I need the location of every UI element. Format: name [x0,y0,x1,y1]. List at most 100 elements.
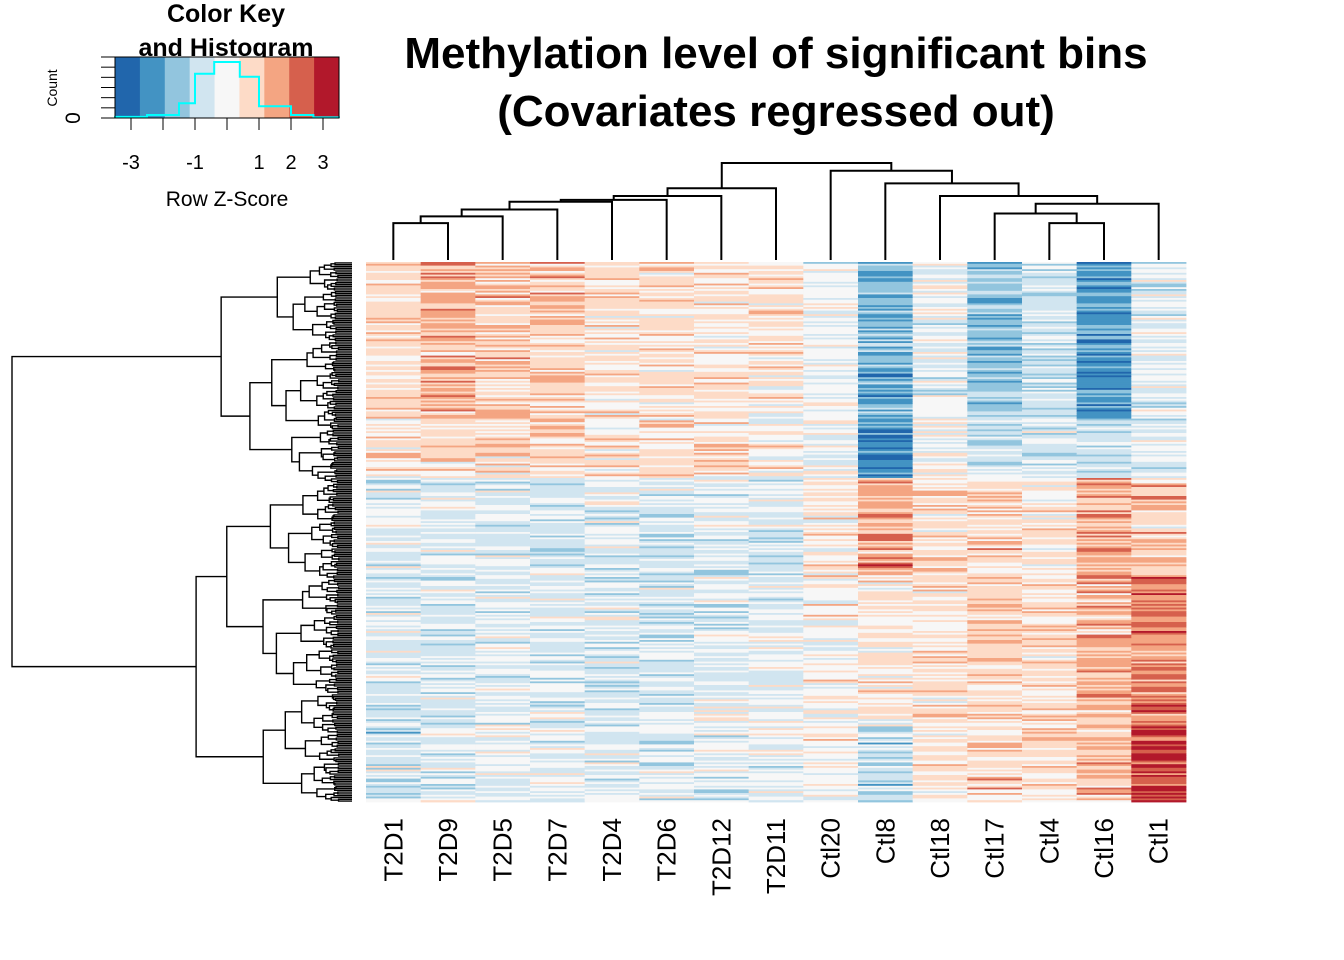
heatmap-cell [912,276,968,279]
heatmap-cell [584,274,640,277]
heatmap-cell [366,542,422,545]
heatmap-cell [584,375,640,378]
heatmap-cell [748,420,804,423]
heatmap-cell [967,695,1023,698]
heatmap-cell [803,316,859,319]
heatmap-cell [530,634,586,637]
heatmap-cell [366,379,422,382]
heatmap-cell [1131,485,1187,488]
heatmap-cell [967,334,1023,337]
heatmap-cell [530,269,586,272]
heatmap-cell [912,461,968,464]
heatmap-cell [803,366,859,369]
heatmap-cell [475,688,531,691]
heatmap-cell [475,285,531,288]
heatmap-cell [530,305,586,308]
heatmap-cell [584,607,640,610]
heatmap-cell [803,274,859,277]
heatmap-cell [912,420,968,423]
heatmap-cell [748,722,804,725]
heatmap-cell [912,298,968,301]
heatmap-cell [420,375,476,378]
heatmap-cell [420,438,476,441]
heatmap-cell [803,582,859,585]
heatmap-cell [694,467,750,470]
heatmap-cell [639,425,695,428]
heatmap-cell [1022,692,1078,695]
heatmap-cell [584,292,640,295]
heatmap-cell [803,704,859,707]
heatmap-cell [1131,373,1187,376]
heatmap-cell [366,800,422,803]
heatmap-cell [967,550,1023,553]
heatmap-cell [420,749,476,752]
heatmap-cell [912,355,968,358]
heatmap-cell [858,276,914,279]
heatmap-cell [1076,290,1132,293]
heatmap-cell [1131,506,1187,509]
heatmap-cell [694,357,750,360]
heatmap-cell [1022,722,1078,725]
heatmap-cell [1076,380,1132,383]
heatmap-cell [1076,685,1132,688]
heatmap-cell [748,485,804,488]
heatmap-cell [803,301,859,304]
heatmap-cell [639,535,695,538]
heatmap-cell [475,767,531,770]
heatmap-cell [694,344,750,347]
heatmap-cell [858,398,914,401]
heatmap-cell [366,645,422,648]
heatmap-cell [694,323,750,326]
heatmap-cell [366,337,422,340]
heatmap-cell [1076,460,1132,463]
heatmap-cell [1022,643,1078,646]
heatmap-cell [584,321,640,324]
heatmap-cell [1022,593,1078,596]
heatmap-cell [748,557,804,560]
heatmap-cell [366,562,422,565]
heatmap-cell [530,571,586,574]
heatmap-cell [694,587,750,590]
heatmap-cell [967,389,1023,392]
heatmap-cell [1131,578,1187,581]
heatmap-cell [366,470,422,473]
heatmap-cell [967,713,1023,716]
heatmap-cell [694,269,750,272]
heatmap-cell [584,359,640,362]
heatmap-cell [475,593,531,596]
heatmap-cell [1022,319,1078,322]
heatmap-cell [694,294,750,297]
heatmap-cell [858,490,914,493]
heatmap-cell [530,307,586,310]
heatmap-cell [1131,323,1187,326]
heatmap-cell [803,692,859,695]
heatmap-cell [420,328,476,331]
heatmap-cell [803,627,859,630]
heatmap-cell [858,357,914,360]
heatmap-cell [475,553,531,556]
heatmap-cell [366,382,422,385]
heatmap-cell [912,281,968,284]
heatmap-cell [912,269,968,272]
heatmap-cell [858,427,914,430]
heatmap-cell [912,760,968,763]
heatmap-cell [1076,690,1132,693]
heatmap-cell [912,676,968,679]
heatmap-cell [803,602,859,605]
heatmap-cell [748,505,804,508]
heatmap-cell [803,289,859,292]
heatmap-cell [967,269,1023,272]
heatmap-cell [748,479,804,482]
heatmap-cell [912,533,968,536]
heatmap-cell [967,350,1023,353]
heatmap-cell [530,469,586,472]
heatmap-cell [858,751,914,754]
color-key-band [289,57,315,118]
heatmap-cell [1022,553,1078,556]
heatmap-cell [803,533,859,536]
heatmap-cell [1022,276,1078,279]
heatmap-cell [639,407,695,410]
heatmap-cell [420,344,476,347]
heatmap-cell [639,346,695,349]
heatmap-cell [530,442,586,445]
